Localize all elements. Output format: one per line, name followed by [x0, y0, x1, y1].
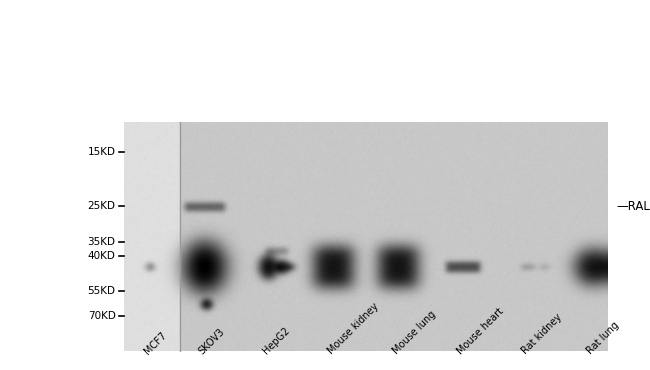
Text: —RALB: —RALB: [616, 200, 650, 213]
Text: Mouse lung: Mouse lung: [391, 309, 437, 356]
Text: 70KD: 70KD: [88, 311, 116, 321]
Text: 35KD: 35KD: [88, 237, 116, 247]
Text: Rat kidney: Rat kidney: [521, 312, 564, 356]
Text: 25KD: 25KD: [88, 201, 116, 211]
Text: MCF7: MCF7: [142, 330, 169, 356]
Text: 55KD: 55KD: [88, 286, 116, 296]
Text: Rat lung: Rat lung: [585, 320, 621, 356]
Text: SKOV3: SKOV3: [197, 326, 227, 356]
Text: Mouse kidney: Mouse kidney: [326, 302, 380, 356]
Text: Mouse heart: Mouse heart: [456, 306, 506, 356]
Text: 40KD: 40KD: [88, 251, 116, 261]
Text: HepG2: HepG2: [261, 326, 292, 356]
Text: 15KD: 15KD: [88, 147, 116, 157]
